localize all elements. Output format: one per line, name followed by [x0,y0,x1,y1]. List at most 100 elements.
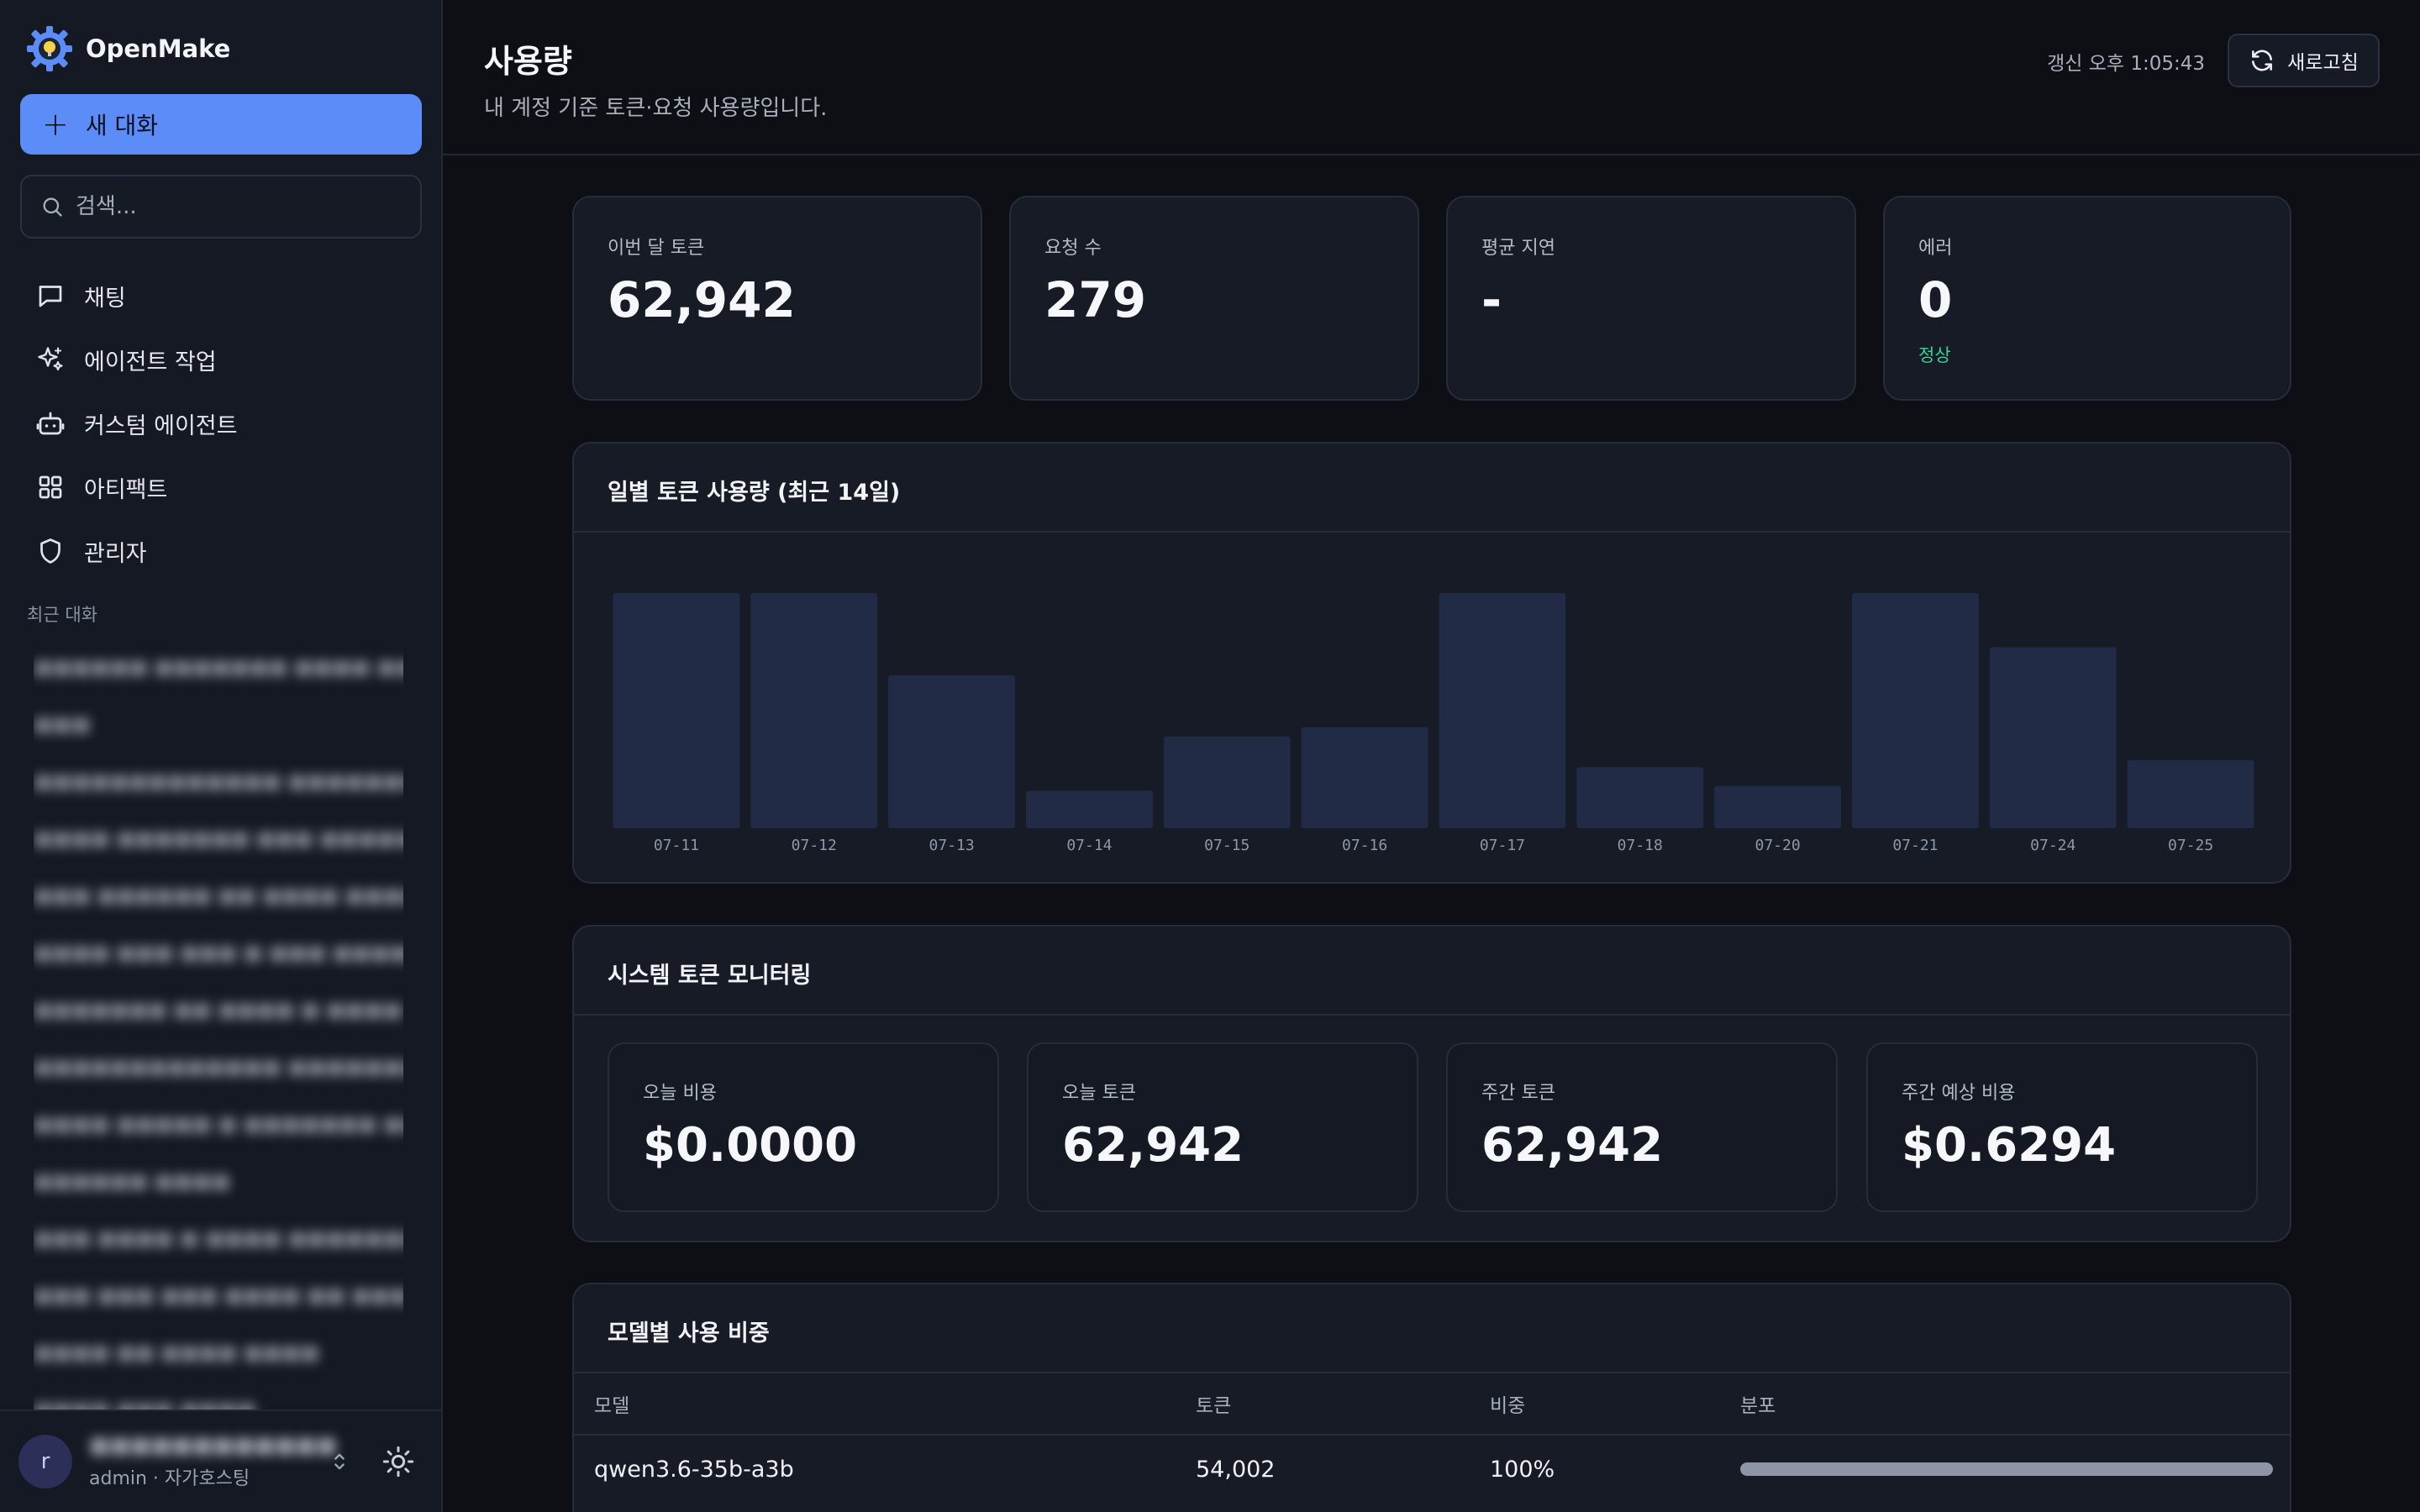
page-title: 사용량 [484,43,572,80]
panel-title: 모델별 사용 비중 [608,1320,770,1347]
column-header-share: 비중 [1490,1395,1526,1417]
brand[interactable]: OpenMake [25,24,230,74]
user-role: admin · 자가호스팅 [89,1468,250,1489]
avatar: r [18,1435,72,1488]
chart-bar-07-15[interactable] [1163,736,1291,828]
stat-card-errors: 에러 0 정상 [1883,196,2291,401]
sidebar: OpenMake + 새 대화 채팅 에이전트 작업 [0,0,443,1512]
model-tokens: 54,002 [1196,1456,1276,1483]
sidebar-item-custom-agents[interactable]: 커스텀 에이전트 [20,391,422,455]
chevron-up-down-icon[interactable] [328,1450,351,1473]
distribution-bar-fill [1740,1462,2273,1476]
metric-label: 오늘 토큰 [1062,1083,1136,1104]
model-name: qwen3.6-35b-a3b [594,1456,794,1483]
recent-conversations-list: ■■■■■■ ■■■■■■■ ■■■■ ■■■ ■■■ ■■■■■■■■■■■■… [34,638,403,1411]
chart-bar-07-25[interactable] [2127,759,2254,828]
list-item[interactable]: ■■■ ■■■■ ■ ■■■■ ■■■■■■■ [34,1226,403,1250]
list-item[interactable]: ■■■■ ■■ ■■■■ ■■■■ [34,1341,320,1364]
chart-bar-07-21[interactable] [1852,593,1979,828]
x-tick-label: 07-16 [1342,837,1387,854]
chart-bar-07-16[interactable] [1301,727,1428,828]
sun-icon[interactable] [381,1445,415,1478]
metric-card-weekly-estimated-cost: 주간 예상 비용 $0.6294 [1866,1042,2258,1212]
x-tick-label: 07-18 [1618,837,1663,854]
search-icon [43,197,62,217]
chart-bar-07-24[interactable] [1989,647,2117,828]
list-item[interactable]: ■■■■■■■ ■■ ■■■■ ■ ■■■■ ■■■ [34,998,403,1021]
user-email-redacted: ■■■■■■■■■■■■ [89,1433,337,1458]
column-header-tokens: 토큰 [1196,1395,1232,1417]
stat-card-monthly-tokens: 이번 달 토큰 62,942 [572,196,982,401]
list-item[interactable]: ■■■■ ■■■ ■■■■ [34,1398,256,1411]
list-item[interactable]: ■■■■ ■■■■■ ■ ■■■■■■■ ■■ [34,1112,403,1136]
distribution-bar [1740,1462,2273,1476]
grid-icon [39,475,62,499]
x-tick-label: 07-15 [1204,837,1249,854]
sidebar-item-admin[interactable]: 관리자 [20,519,422,583]
stat-label: 평균 지연 [1481,238,1555,259]
list-item[interactable]: ■■■■■■ ■■■■■■■ ■■■■ ■■■ [34,655,403,679]
model-share: 100% [1490,1456,1555,1483]
chart-bar-07-11[interactable] [613,593,740,828]
list-item[interactable]: ■■■■■■■■■■■■■ ■■■■■■■ [34,769,403,793]
x-tick-label: 07-13 [929,837,974,854]
stat-card-avg-latency: 평균 지연 - [1446,196,1856,401]
chart-bar-07-20[interactable] [1714,785,1841,828]
metric-card-today-tokens: 오늘 토큰 62,942 [1027,1042,1418,1212]
list-item[interactable]: ■■■■ ■■■ ■■■ ■ ■■■ ■■■■■■ [34,941,403,964]
x-tick-label: 07-17 [1480,837,1525,854]
list-item[interactable]: ■■■■ ■■■■■■■ ■■■ ■■■■■■ [34,827,403,850]
metric-value: $0.0000 [643,1118,858,1173]
stat-label: 에러 [1918,238,1953,259]
main-content: 사용량 내 계정 기준 토큰·요청 사용량입니다. 갱신 오후 1:05:43 … [443,0,2420,1512]
metric-card-weekly-tokens: 주간 토큰 62,942 [1446,1042,1838,1212]
x-tick-label: 07-14 [1066,837,1112,854]
refresh-button[interactable]: 새로고침 [2228,34,2380,87]
chart-bar-07-18[interactable] [1576,767,1704,828]
sidebar-item-label: 채팅 [84,285,126,312]
chart-bar-07-17[interactable] [1439,593,1566,828]
table-header: 모델 토큰 비중 분포 [574,1373,2290,1436]
stat-value: - [1481,271,1502,328]
daily-usage-chart: 07-11 07-12 07-13 07-14 07-15 07-16 07-17 07-18… [613,593,2254,854]
sidebar-item-agent-tasks[interactable]: 에이전트 작업 [20,328,422,391]
stat-value: 279 [1044,271,1147,328]
metric-card-today-cost: 오늘 비용 $0.0000 [608,1042,999,1212]
x-tick-label: 07-20 [1754,837,1800,854]
chart-bar-07-12[interactable] [750,593,878,828]
list-item[interactable]: ■■■■■■■■■■■■■ ■■■■■■■ [34,1055,403,1079]
daily-usage-panel: 일별 토큰 사용량 (최근 14일) 07-11 07-12 07-13 07-14 0… [572,442,2291,884]
list-item[interactable]: ■■■ ■■■■■■ ■■ ■■■■ ■■■■■ [34,884,403,907]
column-header-model: 모델 [594,1395,630,1417]
page-header: 사용량 내 계정 기준 토큰·요청 사용량입니다. 갱신 오후 1:05:43 … [443,0,2420,155]
new-chat-button[interactable]: + 새 대화 [20,94,422,155]
list-item[interactable]: ■■■ ■■■ ■■■ ■■■■ ■■ ■■■ [34,1284,403,1307]
stat-value: 62,942 [608,271,796,328]
stat-card-requests: 요청 수 279 [1009,196,1419,401]
list-item[interactable]: ■■■ [34,712,92,736]
refresh-icon [2252,50,2273,71]
search-box[interactable] [20,175,422,239]
shield-icon [40,538,60,564]
sidebar-item-label: 커스텀 에이전트 [84,412,238,439]
chart-bar-07-13[interactable] [888,675,1015,828]
sidebar-item-artifacts[interactable]: 아티팩트 [20,455,422,519]
metric-label: 오늘 비용 [643,1083,717,1104]
last-updated-text: 갱신 오후 1:05:43 [2047,53,2205,75]
status-badge: 정상 [1918,345,1951,365]
recent-conversations-label: 최근 대화 [27,605,97,625]
list-item[interactable]: ■■■■■■ ■■■■ [34,1169,231,1193]
plus-icon: + [42,106,69,143]
chart-bar-07-14[interactable] [1026,790,1153,828]
sidebar-item-chat[interactable]: 채팅 [20,264,422,328]
search-input[interactable] [76,194,395,219]
sidebar-item-label: 에이전트 작업 [84,349,217,375]
stat-value: 0 [1918,271,1953,328]
sparkles-icon [38,347,63,371]
system-monitoring-panel: 시스템 토큰 모니터링 오늘 비용 $0.0000 오늘 토큰 62,942 주… [572,925,2291,1242]
x-tick-label: 07-24 [2030,837,2075,854]
x-tick-label: 07-11 [654,837,699,854]
app-name: OpenMake [86,34,231,63]
metric-label: 주간 예상 비용 [1902,1083,2016,1104]
user-menu[interactable]: r ■■■■■■■■■■■■ admin · 자가호스팅 [0,1410,441,1512]
